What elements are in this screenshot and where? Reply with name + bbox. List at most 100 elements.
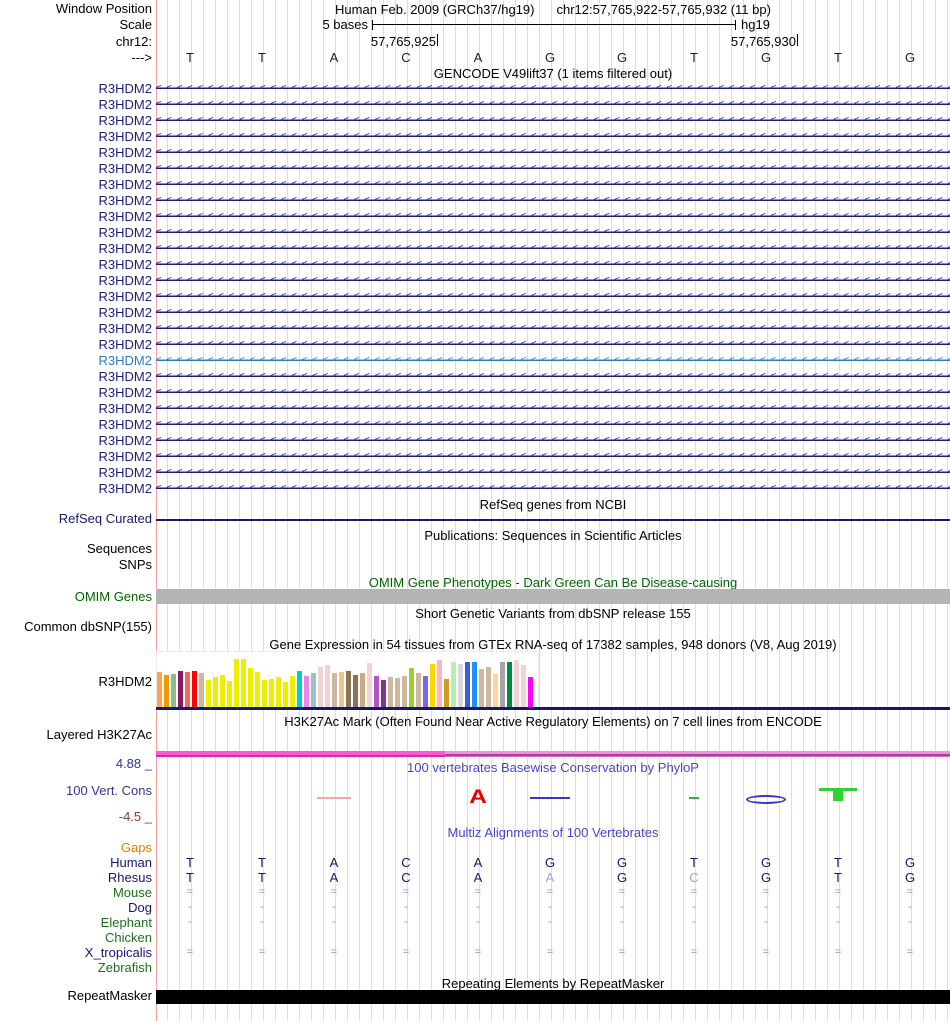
common-dbsnp-label[interactable]: Common dbSNP(155) [24,619,152,634]
gene-label[interactable]: R3HDM2 [98,193,152,208]
multiz-align-cell[interactable]: C [401,855,411,870]
multiz-align-cell[interactable]: - [404,901,408,913]
multiz-align-cell[interactable]: A [329,870,339,885]
snps-label[interactable]: SNPs [118,557,152,572]
multiz-align-cell[interactable]: = [690,946,698,958]
gene-label[interactable]: R3HDM2 [98,417,152,432]
multiz-species-label-chicken[interactable]: Chicken [105,930,152,945]
gene-label[interactable]: R3HDM2 [98,321,152,336]
gene-label[interactable]: R3HDM2 [98,481,152,496]
multiz-species-label-rhesus[interactable]: Rhesus [107,870,152,885]
multiz-align-cell[interactable]: - [188,901,192,913]
gtex-baseline[interactable] [156,707,950,710]
gene-model-row[interactable]: <<<<<<<<<<<<<<<<<<<<<<<<<<<<<<<<<<<<<<<<… [156,258,950,271]
gene-model-row[interactable]: <<<<<<<<<<<<<<<<<<<<<<<<<<<<<<<<<<<<<<<<… [156,130,950,143]
gene-model-row[interactable]: <<<<<<<<<<<<<<<<<<<<<<<<<<<<<<<<<<<<<<<<… [156,274,950,287]
multiz-species-label-mouse[interactable]: Mouse [112,885,152,900]
multiz-align-cell[interactable]: G [760,870,772,885]
multiz-align-cell[interactable]: T [186,855,194,870]
gene-model-row[interactable]: <<<<<<<<<<<<<<<<<<<<<<<<<<<<<<<<<<<<<<<<… [156,210,950,223]
gene-label[interactable]: R3HDM2 [98,81,152,96]
gene-label[interactable]: R3HDM2 [98,177,152,192]
multiz-align-cell[interactable]: - [548,901,552,913]
gene-label[interactable]: R3HDM2 [98,273,152,288]
multiz-align-cell[interactable]: - [692,901,696,913]
phylop-cons-label[interactable]: 100 Vert. Cons [66,783,152,798]
gene-label[interactable]: R3HDM2 [98,225,152,240]
multiz-align-cell[interactable]: A [329,855,339,870]
multiz-align-cell[interactable]: = [258,946,266,958]
gene-label[interactable]: R3HDM2 [98,337,152,352]
multiz-align-cell[interactable]: = [906,946,914,958]
multiz-align-cell[interactable]: T [834,870,842,885]
multiz-track-title[interactable]: Multiz Alignments of 100 Vertebrates [447,825,659,840]
multiz-align-cell[interactable]: T [258,870,266,885]
gene-label[interactable]: R3HDM2 [98,385,152,400]
multiz-align-cell[interactable]: = [762,946,770,958]
gene-model-row[interactable]: <<<<<<<<<<<<<<<<<<<<<<<<<<<<<<<<<<<<<<<<… [156,322,950,335]
multiz-align-cell[interactable]: - [260,916,264,928]
gene-label[interactable]: R3HDM2 [98,241,152,256]
multiz-align-cell[interactable]: = [618,946,626,958]
multiz-align-cell[interactable]: = [402,886,410,898]
gene-model-row[interactable]: <<<<<<<<<<<<<<<<<<<<<<<<<<<<<<<<<<<<<<<<… [156,466,950,479]
gene-label[interactable]: R3HDM2 [98,401,152,416]
sequences-label[interactable]: Sequences [86,541,152,556]
multiz-align-cell[interactable]: A [473,855,483,870]
multiz-align-cell[interactable]: G [616,870,628,885]
gene-model-row[interactable]: <<<<<<<<<<<<<<<<<<<<<<<<<<<<<<<<<<<<<<<<… [156,98,950,111]
gene-label[interactable]: R3HDM2 [98,449,152,464]
omim-track-title[interactable]: OMIM Gene Phenotypes - Dark Green Can Be… [368,575,738,590]
gene-model-row[interactable]: <<<<<<<<<<<<<<<<<<<<<<<<<<<<<<<<<<<<<<<<… [156,178,950,191]
multiz-align-cell[interactable]: G [904,855,916,870]
multiz-align-cell[interactable]: = [906,886,914,898]
multiz-align-cell[interactable]: = [186,946,194,958]
multiz-align-cell[interactable]: - [836,916,840,928]
multiz-align-cell[interactable]: - [764,916,768,928]
multiz-align-cell[interactable]: = [330,886,338,898]
multiz-align-cell[interactable]: = [546,946,554,958]
gene-model-row[interactable]: <<<<<<<<<<<<<<<<<<<<<<<<<<<<<<<<<<<<<<<<… [156,386,950,399]
gene-label[interactable]: R3HDM2 [98,369,152,384]
multiz-align-cell[interactable]: - [476,901,480,913]
multiz-align-cell[interactable]: - [764,901,768,913]
multiz-align-cell[interactable]: A [473,870,483,885]
gene-model-row[interactable]: <<<<<<<<<<<<<<<<<<<<<<<<<<<<<<<<<<<<<<<<… [156,82,950,95]
multiz-species-label-human[interactable]: Human [110,855,152,870]
repeatmasker-label[interactable]: RepeatMasker [67,988,152,1003]
multiz-species-label-dog[interactable]: Dog [128,900,152,915]
multiz-align-cell[interactable]: = [834,946,842,958]
gtex-track-title[interactable]: Gene Expression in 54 tissues from GTEx … [269,637,837,652]
multiz-align-cell[interactable]: - [620,916,624,928]
gene-model-row[interactable]: <<<<<<<<<<<<<<<<<<<<<<<<<<<<<<<<<<<<<<<<… [156,370,950,383]
omim-genes-label[interactable]: OMIM Genes [74,589,152,604]
multiz-align-cell[interactable]: = [474,886,482,898]
multiz-species-label-elephant[interactable]: Elephant [100,915,152,930]
multiz-align-cell[interactable]: - [404,916,408,928]
refseq-gene-line[interactable] [156,519,950,521]
multiz-align-cell[interactable]: T [834,855,842,870]
multiz-align-cell[interactable]: C [401,870,411,885]
h3k27ac-signal-left[interactable] [156,751,445,757]
gene-model-row[interactable]: <<<<<<<<<<<<<<<<<<<<<<<<<<<<<<<<<<<<<<<<… [156,354,950,367]
multiz-align-cell[interactable]: - [332,901,336,913]
gene-model-row[interactable]: <<<<<<<<<<<<<<<<<<<<<<<<<<<<<<<<<<<<<<<<… [156,162,950,175]
gene-label[interactable]: R3HDM2 [98,113,152,128]
multiz-align-cell[interactable]: = [402,946,410,958]
multiz-align-cell[interactable]: = [330,946,338,958]
multiz-align-cell[interactable]: - [188,916,192,928]
multiz-align-cell[interactable]: - [908,916,912,928]
gtex-gene-label[interactable]: R3HDM2 [98,674,152,689]
gene-model-row[interactable]: <<<<<<<<<<<<<<<<<<<<<<<<<<<<<<<<<<<<<<<<… [156,402,950,415]
multiz-align-cell[interactable]: = [258,886,266,898]
repeatmasker-bar[interactable] [156,990,950,1004]
multiz-align-cell[interactable]: G [616,855,628,870]
multiz-align-cell[interactable]: - [548,916,552,928]
multiz-align-cell[interactable]: - [692,916,696,928]
gene-label[interactable]: R3HDM2 [98,129,152,144]
gene-model-row[interactable]: <<<<<<<<<<<<<<<<<<<<<<<<<<<<<<<<<<<<<<<<… [156,194,950,207]
multiz-align-cell[interactable]: - [476,916,480,928]
multiz-align-cell[interactable]: G [904,870,916,885]
multiz-align-cell[interactable]: = [618,886,626,898]
multiz-species-label-zebrafish[interactable]: Zebrafish [97,960,152,975]
